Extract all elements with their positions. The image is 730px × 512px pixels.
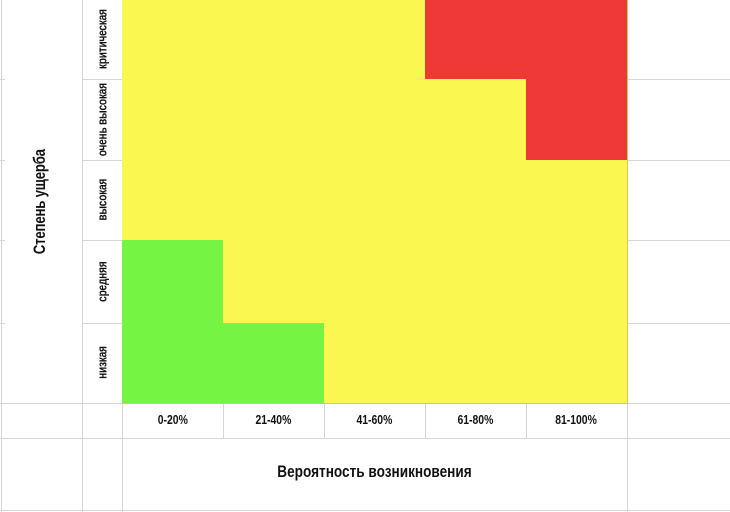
- gridline: [526, 403, 527, 439]
- matrix-cell-medium[interactable]: [526, 160, 628, 241]
- gridline: [223, 403, 224, 439]
- matrix-cell-high[interactable]: [425, 0, 527, 80]
- matrix-cell-medium[interactable]: [122, 160, 224, 241]
- y-axis-title: Степень ущерба: [30, 149, 49, 255]
- matrix-cell-medium[interactable]: [324, 240, 426, 324]
- matrix-cell-medium[interactable]: [324, 0, 426, 80]
- x-axis-title: Вероятность возникновения: [277, 462, 472, 481]
- gridline: [627, 323, 730, 324]
- matrix-cell-high[interactable]: [526, 79, 628, 161]
- matrix-cell-medium[interactable]: [526, 323, 628, 404]
- matrix-cell-medium[interactable]: [425, 323, 527, 404]
- gridline: [82, 0, 83, 512]
- matrix-cell-low[interactable]: [223, 323, 325, 404]
- gridline: [82, 323, 122, 324]
- column-label: 0-20%: [157, 412, 188, 427]
- matrix-cell-medium[interactable]: [425, 240, 527, 324]
- column-label: 61-80%: [457, 412, 494, 427]
- matrix-cell-medium[interactable]: [223, 240, 325, 324]
- matrix-cell-medium[interactable]: [425, 79, 527, 161]
- matrix-cell-low[interactable]: [122, 323, 224, 404]
- matrix-cell-medium[interactable]: [223, 0, 325, 80]
- gridline: [82, 240, 122, 241]
- matrix-cell-high[interactable]: [526, 0, 628, 80]
- row-label: низкая: [94, 346, 110, 379]
- gridline: [0, 160, 5, 161]
- matrix-cell-medium[interactable]: [223, 160, 325, 241]
- matrix-cell-medium[interactable]: [425, 160, 527, 241]
- gridline: [627, 79, 730, 80]
- column-label: 81-100%: [555, 412, 598, 427]
- gridline: [0, 438, 730, 439]
- matrix-cell-medium[interactable]: [122, 0, 224, 80]
- column-label: 41-60%: [356, 412, 393, 427]
- gridline: [627, 240, 730, 241]
- matrix-cell-medium[interactable]: [324, 79, 426, 161]
- gridline: [1, 0, 2, 512]
- matrix-cell-medium[interactable]: [324, 323, 426, 404]
- matrix-cell-medium[interactable]: [223, 79, 325, 161]
- gridline: [0, 240, 5, 241]
- gridline: [425, 403, 426, 439]
- gridline: [0, 510, 730, 511]
- matrix-cell-medium[interactable]: [526, 240, 628, 324]
- gridline: [324, 403, 325, 439]
- gridline: [0, 79, 5, 80]
- gridline: [627, 160, 730, 161]
- matrix-cell-low[interactable]: [122, 240, 224, 324]
- gridline: [82, 79, 122, 80]
- matrix-cell-medium[interactable]: [324, 160, 426, 241]
- gridline: [0, 323, 5, 324]
- column-label: 21-40%: [255, 412, 292, 427]
- gridline: [82, 160, 122, 161]
- matrix-cell-medium[interactable]: [122, 79, 224, 161]
